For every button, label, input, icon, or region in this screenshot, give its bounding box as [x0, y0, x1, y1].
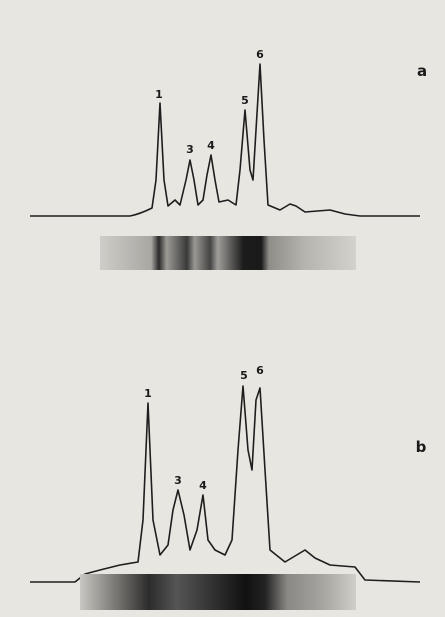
peak-label: 6 — [256, 48, 264, 61]
peak-label: 3 — [186, 143, 194, 156]
panel-label: b — [416, 438, 427, 456]
peak-label: 5 — [240, 369, 248, 382]
peak-label: 4 — [207, 139, 215, 152]
peak-label: 4 — [199, 479, 207, 492]
peak-label: 1 — [155, 88, 163, 101]
gel-strip-b — [80, 574, 356, 610]
trace-a — [30, 63, 420, 217]
peak-label: 6 — [256, 364, 264, 377]
peak-label: 1 — [144, 387, 152, 400]
peak-label: 5 — [241, 94, 249, 107]
panel-label: a — [417, 62, 427, 80]
trace-b — [30, 385, 421, 583]
peak-label: 3 — [174, 474, 182, 487]
gel-strip-a — [100, 236, 356, 270]
